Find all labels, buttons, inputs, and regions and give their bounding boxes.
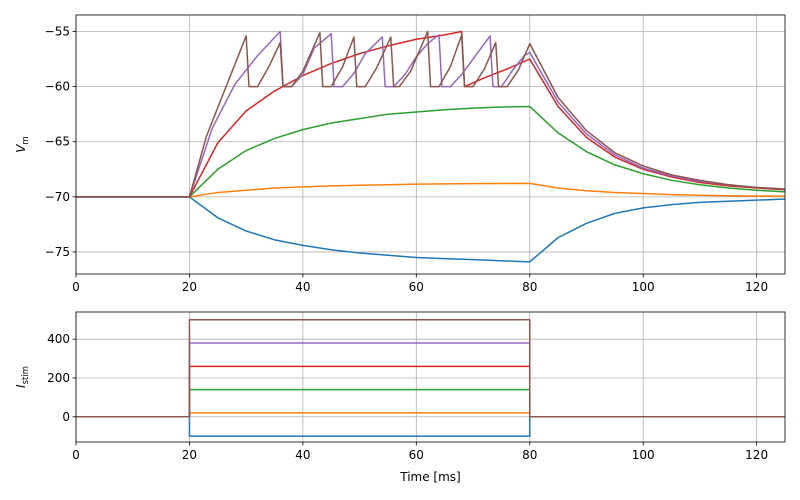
- x-tick-label: 120: [745, 280, 768, 294]
- axes-frame: [75, 14, 786, 275]
- x-tick-label: 80: [522, 280, 537, 294]
- y-tick-label: −70: [45, 190, 70, 204]
- series-line-4: [76, 30, 785, 198]
- x-tick-label: 20: [182, 280, 197, 294]
- series-line-5: [76, 342, 785, 418]
- x-tick-label: 0: [72, 448, 80, 462]
- axes-frame: [75, 311, 786, 443]
- series-line-6: [76, 319, 785, 418]
- y-axis-title: Vm: [14, 136, 31, 153]
- y-tick-label: 400: [47, 332, 70, 346]
- x-tick-label: 60: [409, 280, 424, 294]
- x-axis-title: Time [ms]: [399, 470, 461, 484]
- y-axis-title: Istim: [14, 366, 31, 388]
- series-line-4: [76, 365, 785, 418]
- series-line-1: [76, 416, 785, 437]
- y-tick-label: −55: [45, 25, 70, 39]
- series-line-2: [76, 182, 785, 198]
- y-tick-label: −75: [45, 245, 70, 259]
- x-tick-label: 40: [295, 448, 310, 462]
- x-tick-label: 60: [409, 448, 424, 462]
- x-tick-label: 40: [295, 280, 310, 294]
- x-tick-label: 100: [632, 448, 655, 462]
- series-line-6: [76, 30, 785, 198]
- series-group: [76, 30, 785, 263]
- y-tick-label: 0: [62, 410, 70, 424]
- series-line-5: [76, 30, 785, 198]
- x-tick-label: 80: [522, 448, 537, 462]
- istim-panel: 0 20 40 60 80 100 120 0 200 400 Istim Time [ms]: [14, 311, 786, 484]
- y-tick-label: 200: [47, 371, 70, 385]
- y-tick-label: −65: [45, 135, 70, 149]
- series-group: [76, 319, 785, 437]
- series-line-3: [76, 105, 785, 198]
- x-tick-label: 100: [632, 280, 655, 294]
- vm-panel: 0 20 40 60 80 100 120 −75 −70 −65 −60 −55 Vm: [14, 14, 786, 294]
- x-tick-label: 20: [182, 448, 197, 462]
- y-tick-label: −60: [45, 80, 70, 94]
- series-line-1: [76, 196, 785, 263]
- x-tick-label: 0: [72, 280, 80, 294]
- x-tick-label: 120: [745, 448, 768, 462]
